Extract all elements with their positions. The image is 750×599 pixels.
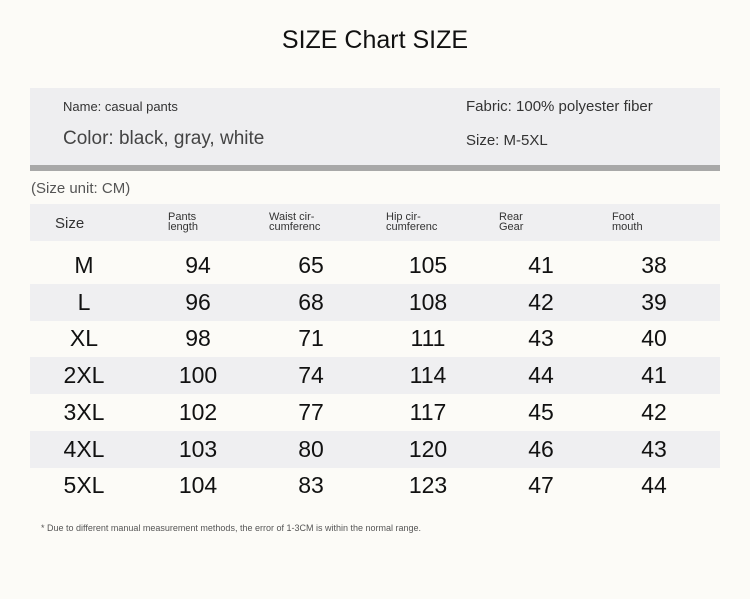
table-cell: 77	[298, 398, 324, 425]
table-cell: XL	[69, 325, 99, 352]
divider	[30, 165, 720, 171]
page-title: SIZE Chart SIZE	[281, 26, 469, 54]
column-header: Foot mouth	[612, 211, 643, 233]
table-cell: 42	[641, 398, 667, 425]
table-row: 2XL 100 74 114 44 41	[30, 357, 720, 395]
table-cell: 4XL	[63, 435, 105, 462]
table-cell: 38	[641, 252, 667, 278]
table-cell: 102	[178, 398, 218, 425]
product-name: Name: casual pants	[63, 99, 178, 114]
table-cell: 114	[409, 362, 447, 389]
measurement-note: * Due to different manual measurement me…	[41, 523, 422, 533]
size-unit: (Size unit: CM)	[31, 180, 131, 197]
table-cell: 42	[528, 288, 554, 315]
table-cell: 45	[528, 398, 554, 425]
table-cell: 43	[528, 325, 554, 352]
product-info-box: Name: casual pants Fabric: 100% polyeste…	[30, 88, 720, 165]
column-header: Rear Gear	[499, 211, 524, 233]
table-cell: 44	[528, 362, 554, 389]
product-fabric: Fabric: 100% polyester fiber	[466, 98, 653, 115]
table-cell: 96	[185, 288, 211, 315]
table-cell: 71	[298, 325, 324, 352]
table-cell: 3XL	[63, 398, 105, 425]
table-cell: 98	[185, 325, 211, 352]
table-cell: 103	[178, 435, 218, 462]
column-header: Size	[55, 215, 85, 232]
table-cell: L	[77, 288, 91, 315]
table-cell: 2XL	[63, 362, 105, 389]
product-size: Size: M-5XL	[466, 132, 548, 149]
table-row: XL 98 71 111 43 40	[30, 320, 720, 357]
table-header: Size Pants length Waist cir-cumferenc Hip ci…	[30, 204, 720, 241]
table-row: M 94 65 105 41 38	[30, 247, 720, 284]
table-cell: 41	[641, 362, 667, 389]
column-header: Pants length	[168, 211, 198, 233]
table-cell: 44	[641, 472, 667, 499]
table-cell: 43	[641, 435, 667, 462]
table-cell: M	[74, 252, 94, 278]
table-cell: 47	[528, 472, 554, 499]
table-row: 4XL 103 80 120 46 43	[30, 430, 720, 468]
table-cell: 123	[408, 472, 448, 499]
table-row: 5XL 104 83 123 47 44	[30, 467, 720, 504]
table-cell: 100	[178, 362, 218, 389]
table-cell: 74	[298, 362, 324, 389]
product-color: Color: black, gray, white	[63, 128, 265, 149]
table-cell: 80	[298, 435, 324, 462]
table-cell: 117	[409, 398, 447, 425]
column-header: Waist cir-cumferenc	[269, 211, 321, 233]
table-cell: 108	[408, 288, 448, 315]
table-cell: 111	[410, 325, 446, 352]
table-cell: 40	[641, 325, 667, 352]
table-cell: 65	[298, 252, 324, 278]
table-row: 3XL 102 77 117 45 42	[30, 394, 720, 431]
column-header: Hip cir-cumferenc	[386, 211, 438, 233]
table-cell: 83	[298, 472, 324, 499]
table-cell: 105	[408, 252, 448, 278]
table-cell: 41	[528, 252, 554, 278]
table-cell: 39	[641, 288, 667, 315]
table-cell: 104	[178, 472, 218, 499]
table-cell: 94	[185, 252, 211, 278]
table-cell: 68	[298, 288, 324, 315]
table-cell: 46	[528, 435, 554, 462]
table-cell: 5XL	[63, 472, 105, 499]
table-cell: 120	[408, 435, 448, 462]
table-row: L 96 68 108 42 39	[30, 283, 720, 321]
